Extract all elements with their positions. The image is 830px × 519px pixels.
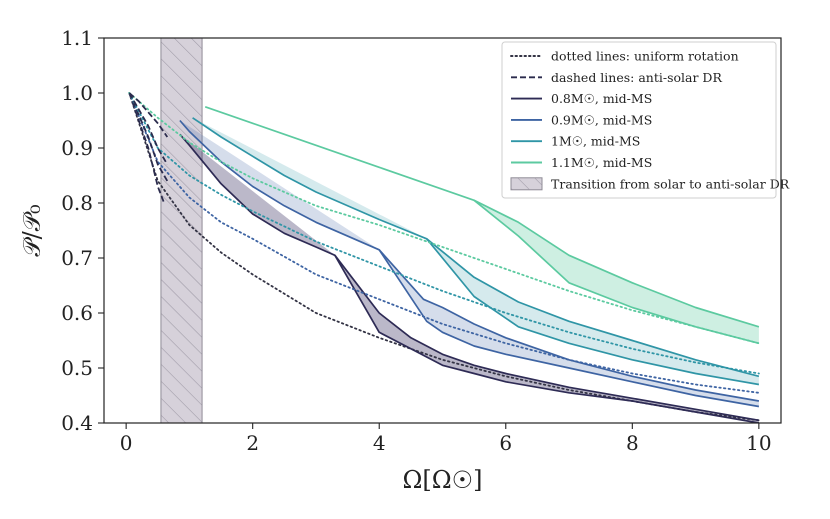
- series-4-shaded-band: [205, 106, 759, 344]
- series-1-anti-solar-line: [128, 92, 165, 204]
- y-tick-label: 0.8: [61, 191, 93, 215]
- series-4-anti-solar-line: [128, 92, 169, 138]
- x-tick-label: 2: [246, 431, 259, 455]
- series-4-lower-line: [473, 199, 760, 345]
- series-2-upper-line: [179, 119, 760, 402]
- legend-label: 1.1M☉, mid-MS: [551, 155, 652, 170]
- y-tick-label: 0.6: [61, 301, 93, 325]
- y-tick-label: 1.0: [61, 81, 93, 105]
- legend-label: dotted lines: uniform rotation: [551, 49, 739, 64]
- x-tick-label: 6: [499, 431, 512, 455]
- x-axis-label: Ω[Ω☉]: [402, 466, 482, 494]
- legend-box: [501, 41, 777, 199]
- legend-label: 0.8M☉, mid-MS: [551, 91, 652, 106]
- series-3-lower-line: [426, 238, 760, 386]
- x-tick-label: 4: [373, 431, 386, 455]
- series-1-shaded-band: [179, 134, 759, 423]
- series-2-uniform-rotation-line: [128, 92, 760, 394]
- series-3-uniform-rotation-line: [128, 92, 760, 375]
- y-tick-label: 1.1: [61, 26, 93, 50]
- x-tick-label: 8: [626, 431, 639, 455]
- y-tick-label: 0.4: [61, 411, 93, 435]
- y-tick-label: 0.9: [61, 136, 93, 160]
- y-tick-label: 0.5: [61, 356, 93, 380]
- series-1-lower-line: [334, 254, 760, 423]
- y-tick-label: 0.7: [61, 246, 93, 270]
- legend-swatch-hatch: [511, 177, 542, 190]
- legend-label: dashed lines: anti-solar DR: [551, 70, 722, 85]
- series-3-anti-solar-line: [128, 92, 169, 165]
- series-2-anti-solar-line: [128, 92, 169, 182]
- x-tick-label: 0: [120, 431, 133, 455]
- series-2-lower-line: [378, 249, 760, 408]
- legend-label: 0.9M☉, mid-MS: [551, 112, 652, 127]
- legend-label: 1M☉, mid-MS: [551, 134, 640, 149]
- legend: dotted lines: uniform rotation dashed lin…: [501, 41, 790, 199]
- plot-frame: [103, 37, 782, 424]
- x-tick-label: 10: [746, 431, 771, 455]
- y-axis-label: 𝒫/𝒫₀: [18, 204, 46, 256]
- series-1-upper-line: [179, 133, 760, 422]
- legend-label: Transition from solar to anti-solar DR: [551, 176, 790, 191]
